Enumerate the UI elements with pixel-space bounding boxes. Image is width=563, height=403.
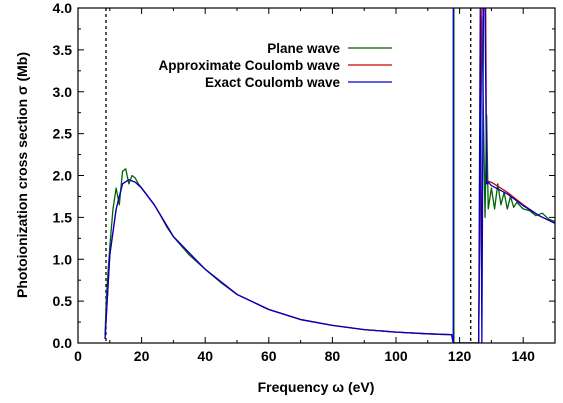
x-tick-label: 60 <box>261 348 277 364</box>
x-tick-label: 140 <box>512 348 536 364</box>
y-tick-label: 2.0 <box>53 168 73 184</box>
y-tick-label: 1.5 <box>53 209 73 225</box>
legend-label-0: Plane wave <box>267 41 340 56</box>
x-axis-title: Frequency ω (eV) <box>258 379 375 395</box>
y-tick-label: 0.5 <box>53 293 73 309</box>
y-tick-label: 4.0 <box>53 0 73 16</box>
y-tick-label: 3.0 <box>53 84 73 100</box>
x-tick-label: 80 <box>325 348 341 364</box>
x-tick-label: 40 <box>197 348 213 364</box>
x-tick-label: 20 <box>134 348 150 364</box>
x-tick-label: 0 <box>74 348 82 364</box>
y-tick-label: 0.0 <box>53 335 73 351</box>
y-tick-label: 2.5 <box>53 126 73 142</box>
legend: Plane wave Approximate Coulomb wave Exact … <box>158 41 392 90</box>
y-axis-title: Photoionization cross section σ (Mb) <box>14 52 30 298</box>
y-tick-label: 1.0 <box>53 251 73 267</box>
x-tick-label: 120 <box>448 348 472 364</box>
y-tick-label: 3.5 <box>53 42 73 58</box>
legend-label-1: Approximate Coulomb wave <box>158 58 340 73</box>
x-tick-label: 100 <box>384 348 408 364</box>
axis-ticks: 0 20 40 60 80 100 120 140 0.0 0.5 1.0 1.5 2.0 2.5 3.0 3… <box>53 0 555 364</box>
legend-label-2: Exact Coulomb wave <box>205 75 341 90</box>
series-line-2 <box>104 8 555 343</box>
plot-area <box>104 8 555 343</box>
